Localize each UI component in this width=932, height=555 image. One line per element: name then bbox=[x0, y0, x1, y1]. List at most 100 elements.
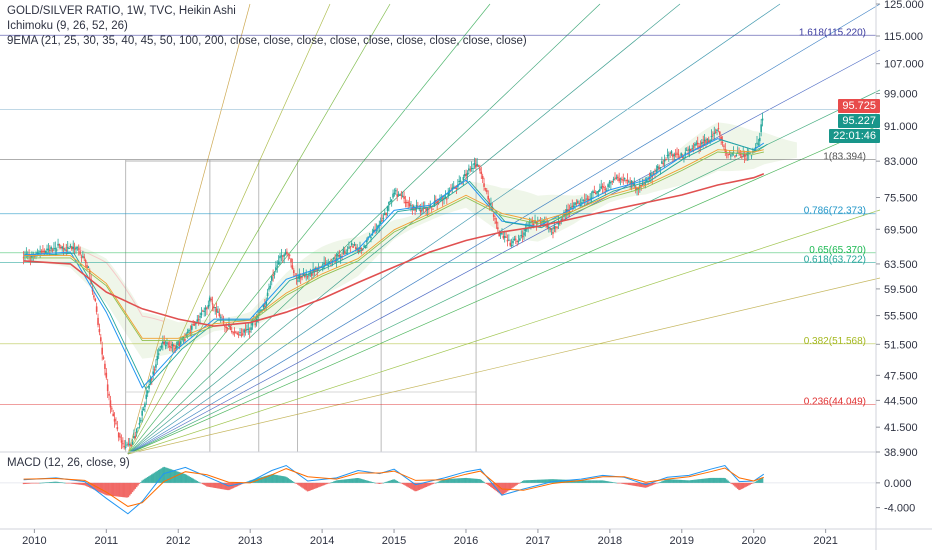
macd-histogram-bar bbox=[479, 479, 481, 483]
ichimoku-legend[interactable]: Ichimoku (9, 26, 52, 26) bbox=[7, 20, 128, 32]
macd-histogram-bar bbox=[316, 482, 319, 488]
time-tick-label: 2018 bbox=[598, 535, 622, 547]
candle-body bbox=[137, 427, 139, 429]
candle-body bbox=[429, 204, 432, 208]
candle-body bbox=[104, 363, 106, 369]
ema-mid-line bbox=[27, 139, 768, 390]
macd-histogram-bar bbox=[266, 475, 269, 483]
macd-histogram-bar bbox=[636, 482, 638, 487]
candle-body bbox=[213, 306, 215, 308]
macd-histogram-bar bbox=[317, 482, 320, 488]
macd-histogram-bar bbox=[228, 482, 230, 491]
macd-histogram-bar bbox=[735, 482, 738, 488]
candle-body bbox=[386, 205, 389, 211]
candle-body bbox=[757, 143, 760, 145]
candle-body bbox=[644, 183, 647, 185]
candle-body bbox=[37, 252, 40, 254]
candle-body bbox=[240, 334, 243, 336]
macd-histogram-bar bbox=[399, 482, 401, 484]
macd-histogram-bar bbox=[280, 475, 283, 483]
candle-body bbox=[357, 249, 360, 252]
candle-body bbox=[51, 249, 54, 251]
macd-histogram-bar bbox=[605, 481, 608, 483]
macd-histogram-bar bbox=[527, 480, 529, 483]
macd-histogram-bar bbox=[421, 482, 423, 489]
ema-legend[interactable]: 9EMA (21, 25, 30, 35, 40, 45, 50, 100, 2… bbox=[7, 35, 527, 47]
macd-histogram-bar bbox=[66, 482, 69, 484]
macd-histogram-bar bbox=[563, 479, 565, 483]
macd-histogram-bar bbox=[597, 480, 600, 483]
macd-histogram-bar bbox=[463, 477, 466, 483]
candle-body bbox=[607, 184, 609, 188]
macd-histogram-bar bbox=[137, 482, 139, 486]
candle-body bbox=[182, 337, 185, 339]
macd-histogram-bar bbox=[721, 477, 724, 483]
candle-body bbox=[597, 190, 600, 192]
macd-histogram-bar bbox=[561, 479, 564, 483]
macd-histogram-bar bbox=[113, 482, 116, 497]
macd-histogram-bar bbox=[432, 482, 434, 485]
macd-histogram-bar bbox=[302, 482, 305, 489]
candle-body bbox=[323, 262, 325, 264]
macd-histogram-bar bbox=[175, 471, 178, 483]
macd-histogram-bar bbox=[306, 482, 309, 492]
candle-body bbox=[701, 142, 703, 145]
macd-histogram-bar bbox=[315, 482, 317, 489]
fib-level-label: 1(83.394) bbox=[823, 151, 866, 162]
candle-body bbox=[760, 124, 762, 133]
macd-histogram-bar bbox=[458, 478, 461, 483]
candle-body bbox=[327, 264, 330, 266]
candle-body bbox=[621, 179, 623, 181]
macd-histogram-bar bbox=[193, 479, 196, 483]
macd-histogram-bar bbox=[707, 478, 710, 483]
fib-level-label: 1.618(115.220) bbox=[799, 27, 866, 38]
macd-histogram-bar bbox=[741, 482, 743, 489]
candle-body bbox=[503, 236, 506, 238]
macd-histogram-bar bbox=[610, 481, 612, 483]
candle-body bbox=[46, 248, 48, 251]
candle-body bbox=[730, 155, 732, 157]
macd-histogram-bar bbox=[185, 474, 188, 483]
macd-histogram-bar bbox=[116, 482, 119, 497]
candle-body bbox=[534, 220, 536, 224]
macd-histogram-bar bbox=[647, 482, 649, 487]
candle-body bbox=[73, 248, 76, 250]
candle-body bbox=[479, 168, 481, 171]
macd-histogram-bar bbox=[633, 482, 636, 486]
candle-body bbox=[389, 200, 392, 203]
macd-histogram-bar bbox=[225, 482, 228, 490]
candle-body bbox=[186, 331, 189, 333]
macd-histogram-bar bbox=[714, 477, 717, 483]
macd-histogram-bar bbox=[312, 482, 314, 490]
candle-body bbox=[131, 441, 134, 445]
candle-body bbox=[552, 232, 554, 234]
macd-histogram-bar bbox=[495, 482, 498, 492]
macd-histogram-bar bbox=[736, 482, 739, 489]
macd-histogram-bar bbox=[188, 476, 190, 483]
macd-histogram-bar bbox=[215, 482, 218, 489]
candle-body bbox=[222, 320, 225, 324]
candle-body bbox=[346, 249, 349, 251]
macd-histogram-bar bbox=[287, 478, 290, 483]
macd-histogram-bar bbox=[535, 479, 538, 483]
macd-histogram-bar bbox=[264, 476, 266, 483]
candle-body bbox=[286, 251, 288, 254]
candle-body bbox=[574, 202, 576, 206]
macd-histogram-bar bbox=[301, 482, 303, 488]
candle-body bbox=[291, 265, 294, 270]
candle-body bbox=[225, 326, 228, 328]
candle-body bbox=[741, 156, 743, 158]
candle-body bbox=[243, 329, 245, 333]
candle-body bbox=[421, 209, 423, 211]
macd-histogram-bar bbox=[339, 479, 342, 483]
price-tick-label: 47.500 bbox=[884, 370, 918, 382]
candle-body bbox=[40, 251, 43, 253]
macd-legend[interactable]: MACD (12, 26, close, 9) bbox=[7, 457, 130, 469]
macd-histogram-bar bbox=[505, 482, 507, 493]
candle-body bbox=[747, 152, 750, 154]
candle-body bbox=[681, 156, 684, 158]
candle-body bbox=[171, 343, 174, 347]
macd-histogram-bar bbox=[353, 478, 356, 483]
